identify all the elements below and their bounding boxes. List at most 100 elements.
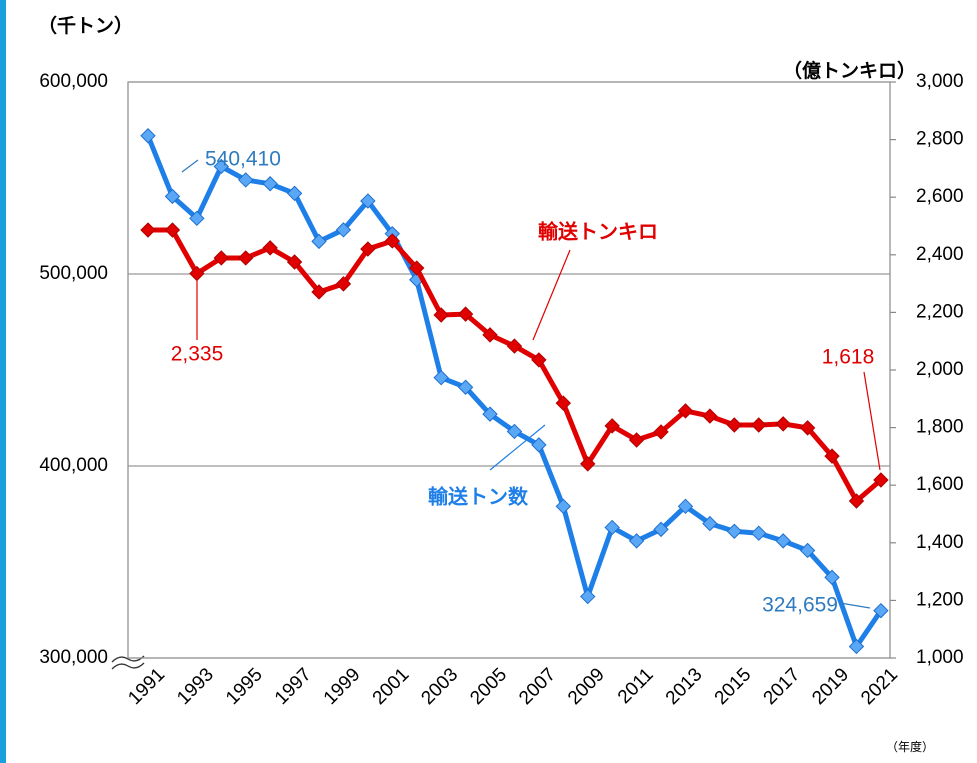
- marker: [238, 250, 254, 266]
- marker: [238, 172, 254, 188]
- y2-tick-label: 2,800: [916, 129, 964, 150]
- marker: [799, 542, 816, 559]
- x-tick-label: 1999: [320, 664, 365, 709]
- x-tick-label: 2019: [808, 664, 853, 709]
- y2-axis-unit: （億トンキロ）: [783, 59, 916, 82]
- marker: [286, 254, 303, 270]
- marker: [189, 210, 205, 227]
- marker: [409, 260, 425, 276]
- leader-line: [863, 371, 881, 471]
- x-tick-label: 2021: [857, 664, 902, 709]
- y2-tick-label: 2,000: [916, 359, 964, 380]
- axis-break: [111, 655, 145, 670]
- x-tick-label: 2001: [369, 664, 414, 709]
- marker: [140, 128, 156, 144]
- x-tick-label: 1995: [222, 664, 267, 709]
- x-tick-label: 2017: [760, 664, 805, 709]
- x-tick-label: 1991: [124, 664, 169, 709]
- marker: [653, 521, 669, 538]
- value-label: 324,659: [762, 594, 838, 617]
- marker: [580, 456, 596, 472]
- marker: [848, 493, 865, 509]
- x-tick-label: 1997: [271, 664, 316, 709]
- marker: [555, 395, 572, 411]
- y2-tick-label: 1,200: [916, 589, 964, 610]
- marker: [457, 379, 474, 395]
- marker: [775, 533, 791, 549]
- marker: [433, 369, 449, 386]
- marker: [433, 307, 449, 323]
- marker: [262, 176, 278, 192]
- marker: [457, 306, 474, 322]
- marker: [751, 525, 767, 541]
- marker: [726, 523, 743, 539]
- marker: [360, 193, 376, 209]
- marker: [506, 338, 523, 354]
- y2-tick-label: 2,200: [916, 301, 964, 322]
- x-axis-unit: （年度）: [886, 739, 934, 754]
- marker: [335, 222, 352, 238]
- marker: [335, 276, 352, 292]
- marker: [824, 569, 840, 586]
- marker: [213, 250, 229, 266]
- marker: [873, 472, 889, 488]
- marker: [848, 638, 865, 655]
- marker: [140, 222, 156, 238]
- y-tick-label: 500,000: [39, 263, 108, 284]
- marker: [824, 448, 840, 464]
- marker: [531, 437, 547, 453]
- marker: [751, 417, 767, 433]
- marker: [677, 498, 694, 515]
- marker: [384, 233, 401, 249]
- marker: [555, 498, 572, 515]
- y-axis-unit: （千トン）: [38, 14, 133, 37]
- x-tick-label: 2007: [515, 664, 560, 709]
- x-tick-label: 2015: [711, 664, 756, 709]
- value-label: 2,335: [171, 343, 224, 366]
- y2-tick-label: 2,600: [916, 186, 964, 207]
- marker: [702, 408, 718, 424]
- marker: [506, 423, 523, 440]
- side-bar: [0, 0, 6, 763]
- marker: [628, 432, 645, 448]
- marker: [286, 185, 303, 202]
- marker: [213, 158, 229, 175]
- marker: [677, 403, 694, 419]
- y2-tick-label: 1,400: [916, 532, 964, 553]
- marker: [604, 519, 620, 536]
- y2-tick-label: 2,400: [916, 244, 964, 265]
- x-tick-label: 2005: [466, 664, 511, 709]
- y2-tick-label: 1,000: [916, 647, 964, 668]
- marker: [873, 602, 889, 619]
- marker: [311, 284, 327, 300]
- marker: [164, 222, 181, 238]
- marker: [360, 241, 376, 257]
- y-tick-label: 400,000: [39, 455, 108, 476]
- marker: [799, 420, 816, 436]
- y-tick-label: 300,000: [39, 647, 108, 668]
- series-label: 輸送トンキロ: [538, 219, 658, 243]
- x-tick-label: 2013: [662, 664, 707, 709]
- marker: [653, 424, 669, 440]
- marker: [726, 417, 743, 433]
- leader-line: [181, 159, 199, 173]
- marker: [775, 416, 791, 432]
- x-tick-label: 1993: [173, 664, 218, 709]
- marker: [311, 233, 327, 250]
- marker: [702, 515, 718, 532]
- series-line: [148, 227, 883, 504]
- leader-line: [489, 424, 546, 471]
- y2-tick-label: 1,600: [916, 474, 964, 495]
- marker: [628, 533, 645, 549]
- y2-tick-label: 3,000: [916, 71, 964, 92]
- x-tick-label: 2003: [417, 664, 462, 709]
- x-tick-label: 2011: [614, 664, 658, 708]
- leader-line: [839, 602, 871, 609]
- series-label: 輸送トン数: [428, 484, 529, 508]
- marker: [164, 188, 181, 205]
- series-line: [145, 134, 883, 649]
- marker: [531, 352, 547, 368]
- value-label: 1,618: [822, 346, 875, 369]
- marker: [482, 406, 498, 422]
